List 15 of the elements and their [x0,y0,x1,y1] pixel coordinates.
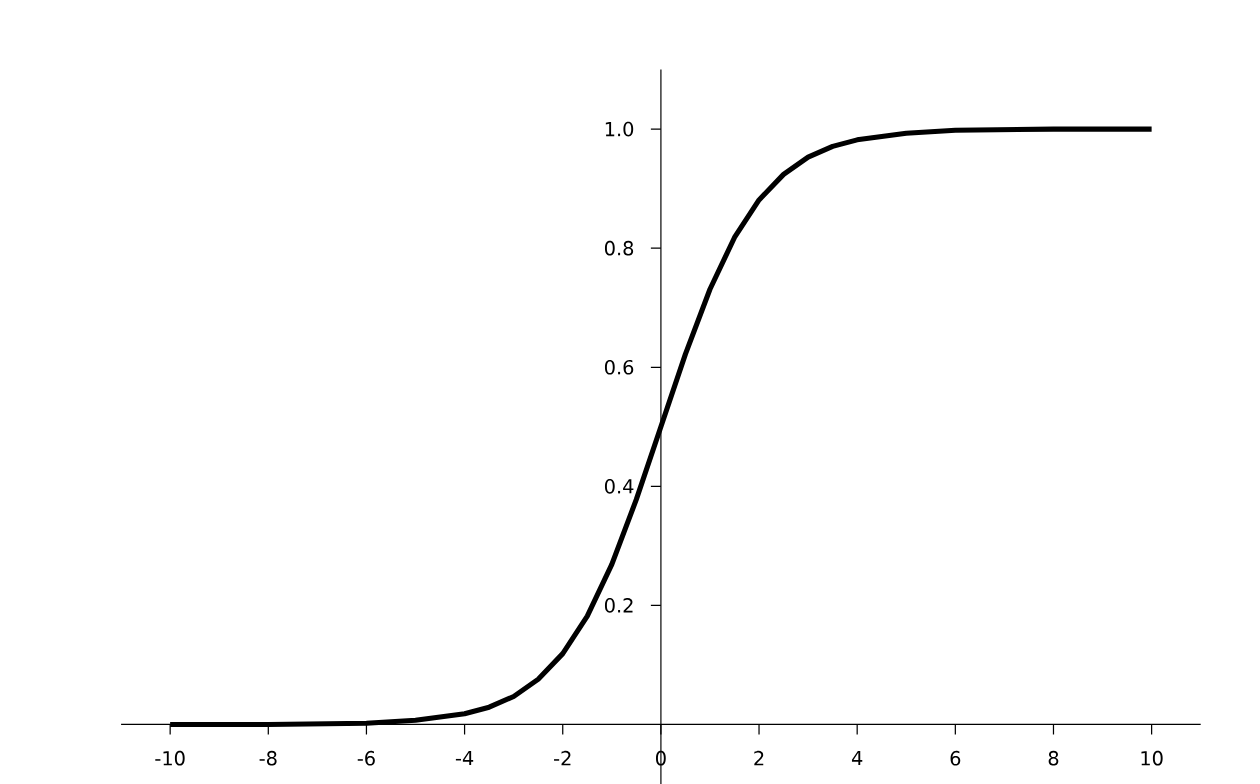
x-tick-label: -4 [455,750,474,765]
x-tick-label: 10 [1141,750,1163,766]
x-tick-label: 4 [851,750,863,765]
x-tick-label: -6 [357,750,375,766]
y-tick-label: 1.0 [605,121,634,137]
x-tick-label: -2 [554,750,571,766]
y-tick-label: 0.2 [604,598,633,613]
x-tick-label: 8 [1048,750,1059,766]
x-tick-label: 2 [754,750,764,766]
x-tick-label: -8 [259,750,277,766]
x-tick-label: 6 [950,750,961,766]
y-tick-label: 0.6 [604,359,634,375]
x-tick-label: -10 [155,750,185,766]
y-tick-label: 0.4 [604,478,634,494]
y-tick-label: 0.8 [604,240,634,256]
